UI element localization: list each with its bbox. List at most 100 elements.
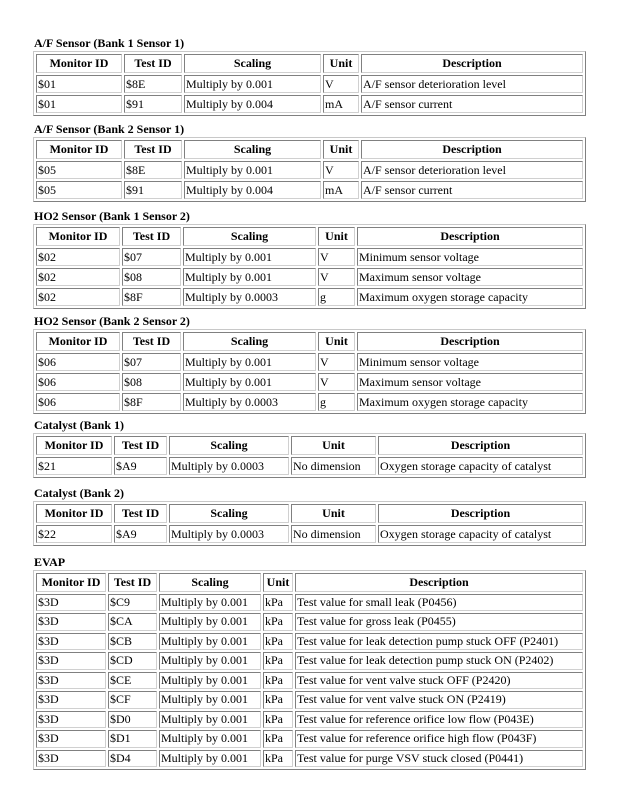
column-header: Test ID [122,332,181,351]
table-cell: $A9 [114,525,167,543]
table-cell: mA [323,181,359,199]
data-table: Monitor ID Test ID Scaling Unit Description $… [33,501,586,546]
table-cell: $08 [122,268,181,286]
table-cell: Multiply by 0.001 [183,353,316,371]
table-cell: A/F sensor current [361,95,583,113]
column-header: Description [357,332,583,351]
table-cell: Minimum sensor voltage [357,248,583,266]
table-row: $3D $C9 Multiply by 0.001 kPa Test value for… [36,593,583,611]
table-cell: $06 [36,393,120,411]
data-table: Monitor ID Test ID Scaling Unit Description $… [33,224,586,309]
column-header: Test ID [124,54,182,73]
table-cell: No dimension [291,525,376,543]
table-cell: Test value for vent valve stuck ON (P241… [295,691,583,709]
table-cell: $C9 [108,593,157,611]
table-cell: Test value for leak detection pump stuck… [295,632,583,650]
table-cell: Oxygen storage capacity of catalyst [378,457,583,475]
table-cell: Maximum sensor voltage [357,373,583,391]
table-cell: V [323,161,359,179]
table-cell: kPa [263,652,293,670]
column-header: Scaling [183,227,316,246]
column-header: Unit [318,332,355,351]
table-cell: $21 [36,457,112,475]
section-title: HO2 Sensor (Bank 1 Sensor 2) [34,209,190,223]
table-cell: Multiply by 0.001 [183,373,316,391]
table-cell: $D4 [108,749,157,767]
table-cell: g [318,393,355,411]
table-cell: V [318,248,355,266]
table-cell: $8F [122,288,181,306]
table-cell: $3D [36,730,106,748]
table-cell: $3D [36,613,106,631]
table-cell: $01 [36,75,122,93]
header-row: Monitor ID Test ID Scaling Unit Description [36,54,583,73]
column-header: Monitor ID [36,54,122,73]
table-row: $02 $07 Multiply by 0.001 V Minimum sensor v… [36,248,583,266]
table-row: $3D $CD Multiply by 0.001 kPa Test value for… [36,652,583,670]
table-cell: A/F sensor deterioration level [361,161,583,179]
table-cell: Multiply by 0.001 [159,632,261,650]
table-row: $3D $D0 Multiply by 0.001 kPa Test value for… [36,710,583,728]
table-cell: Multiply by 0.001 [184,75,321,93]
table-cell: Multiply by 0.001 [184,161,321,179]
column-header: Unit [291,436,376,455]
table-row: $01 $8E Multiply by 0.001 V A/F sensor deter… [36,75,583,93]
section-title: A/F Sensor (Bank 1 Sensor 1) [34,36,185,50]
table-cell: $CE [108,671,157,689]
table-cell: kPa [263,613,293,631]
data-table: Monitor ID Test ID Scaling Unit Description $… [33,51,586,116]
column-header: Scaling [169,436,289,455]
table-cell: Multiply by 0.001 [159,749,261,767]
table-cell: $3D [36,652,106,670]
column-header: Description [357,227,583,246]
table-cell: $3D [36,671,106,689]
column-header: Scaling [169,504,289,523]
table-cell: Test value for leak detection pump stuck… [295,652,583,670]
table-cell: Multiply by 0.004 [184,95,321,113]
column-header: Scaling [183,332,316,351]
section-title: Catalyst (Bank 2) [34,486,125,500]
table-cell: kPa [263,749,293,767]
data-table: Monitor ID Test ID Scaling Unit Description $… [33,570,586,770]
table-cell: $91 [124,181,182,199]
column-header: Test ID [108,573,157,592]
table-cell: Multiply by 0.001 [159,593,261,611]
table-cell: V [318,268,355,286]
header-row: Monitor ID Test ID Scaling Unit Description [36,504,583,523]
table-cell: kPa [263,710,293,728]
table-cell: $3D [36,593,106,611]
section-title: A/F Sensor (Bank 2 Sensor 1) [34,122,185,136]
table-cell: Test value for vent valve stuck OFF (P24… [295,671,583,689]
table-cell: Maximum oxygen storage capacity [357,288,583,306]
table-row: $3D $D4 Multiply by 0.001 kPa Test value for… [36,749,583,767]
table-cell: Multiply by 0.001 [159,671,261,689]
table-cell: $02 [36,268,120,286]
table-cell: kPa [263,593,293,611]
table-cell: $05 [36,161,122,179]
table-cell: $CA [108,613,157,631]
column-header: Unit [291,504,376,523]
table-row: $01 $91 Multiply by 0.004 mA A/F sensor curr… [36,95,583,113]
table-row: $06 $07 Multiply by 0.001 V Minimum sensor v… [36,353,583,371]
header-row: Monitor ID Test ID Scaling Unit Description [36,332,583,351]
section-catalyst-bank-1: Catalyst (Bank 1) Monitor ID Test ID Scalin… [33,419,586,478]
table-cell: Multiply by 0.001 [159,730,261,748]
table-cell: $08 [122,373,181,391]
section-title: Catalyst (Bank 1) [34,418,125,432]
table-row: $3D $CA Multiply by 0.001 kPa Test value for… [36,613,583,631]
table-cell: $3D [36,691,106,709]
column-header: Test ID [114,504,167,523]
column-header: Scaling [159,573,261,592]
column-header: Test ID [114,436,167,455]
table-cell: $06 [36,373,120,391]
table-cell: $CB [108,632,157,650]
table-cell: V [318,353,355,371]
table-cell: kPa [263,691,293,709]
table-cell: kPa [263,671,293,689]
table-cell: $02 [36,288,120,306]
table-row: $06 $08 Multiply by 0.001 V Maximum sensor v… [36,373,583,391]
section-evap: EVAP Monitor ID Test ID Scaling Unit Descript… [33,556,586,770]
table-cell: Multiply by 0.004 [184,181,321,199]
table-row: $3D $CF Multiply by 0.001 kPa Test value for… [36,691,583,709]
header-row: Monitor ID Test ID Scaling Unit Description [36,227,583,246]
